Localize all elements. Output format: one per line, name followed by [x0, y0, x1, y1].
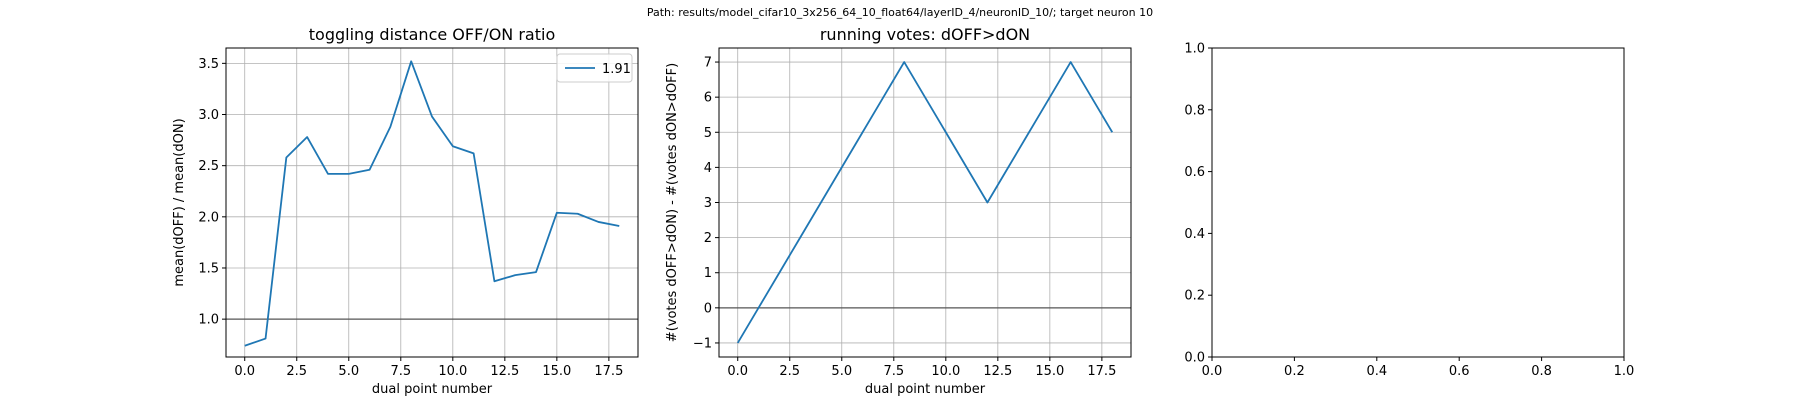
x-tick-label: 10.0: [931, 364, 960, 379]
chart-title: running votes: dOFF>dON: [820, 25, 1030, 44]
chart-panel-empty: 0.0 0.2 0.4 0.6 0.8 1.0 0.0 0.2 0.4 0.6 0.8 1.0: [1184, 42, 1634, 380]
x-tick-label: 7.5: [883, 364, 904, 379]
x-tick-label: 2.5: [779, 364, 800, 379]
x-tick-label: 5.0: [338, 364, 359, 379]
x-axis-label: dual point number: [372, 382, 493, 397]
x-tick-label: 7.5: [390, 364, 411, 379]
x-tick-label: 0.6: [1449, 364, 1470, 379]
y-axis-label: #(votes dOFF>dON) - #(votes dON>dOFF): [665, 63, 680, 342]
y-tick-label: 2.0: [198, 210, 219, 225]
y-tick-label: 5: [704, 126, 712, 141]
y-tick-label: 7: [704, 56, 712, 71]
y-tick-label: 1.0: [198, 313, 219, 328]
y-tick-label: 2: [704, 231, 712, 246]
y-tick-label: 0: [704, 301, 712, 316]
y-tick-label: 3: [704, 196, 712, 211]
x-tick-label: 15.0: [542, 364, 571, 379]
x-tick-label: 10.0: [438, 364, 467, 379]
y-tick-label: 1.5: [198, 261, 219, 276]
x-tick-label: 0.2: [1284, 364, 1305, 379]
y-tick-label: 4: [704, 161, 712, 176]
x-tick-label: 0.8: [1531, 364, 1552, 379]
y-tick-label: 0.6: [1184, 165, 1205, 180]
x-tick-label: 12.5: [490, 364, 519, 379]
x-axis-label: dual point number: [865, 382, 986, 397]
y-tick-label: 0.0: [1184, 351, 1205, 366]
chart-panel-toggling-ratio: 0.0 2.5 5.0 7.5 10.0 12.5 15.0 17.5 1.0 1.5 2.0 2.5…: [172, 25, 639, 397]
y-tick-label: 3.0: [198, 108, 219, 123]
y-tick-label: 0.4: [1184, 227, 1205, 242]
x-tick-label: 12.5: [983, 364, 1012, 379]
series-line: [736, 61, 1114, 344]
y-tick-label: 1.0: [1184, 42, 1205, 57]
legend: 1.91: [556, 53, 633, 83]
figure-supertitle: Path: results/model_cifar10_3x256_64_10_…: [646, 6, 1154, 19]
series-line: [244, 60, 620, 347]
chart-panel-running-votes: 0.0 2.5 5.0 7.5 10.0 12.5 15.0 17.5 −1 0 1 2 3 4 5 6 7 ru…: [665, 25, 1132, 397]
x-tick-label: 0.4: [1366, 364, 1387, 379]
x-tick-label: 0.0: [1202, 364, 1223, 379]
x-tick-label: 17.5: [1087, 364, 1116, 379]
x-tick-label: 15.0: [1035, 364, 1064, 379]
y-tick-label: 6: [704, 91, 712, 106]
y-tick-label: 3.5: [198, 57, 219, 72]
axes-frame: [1211, 47, 1625, 358]
y-tick-label: 0.2: [1184, 289, 1205, 304]
x-tick-label: 5.0: [831, 364, 852, 379]
x-tick-label: 1.0: [1614, 364, 1635, 379]
x-tick-label: 2.5: [286, 364, 307, 379]
chart-title: toggling distance OFF/ON ratio: [309, 25, 555, 44]
legend-label: 1.91: [602, 62, 631, 77]
axes-frame: [225, 47, 639, 358]
y-axis-label: mean(dOFF) / mean(dON): [172, 118, 187, 286]
y-tick-label: 0.8: [1184, 103, 1205, 118]
y-tick-label: 2.5: [198, 159, 219, 174]
x-tick-label: 17.5: [594, 364, 623, 379]
y-tick-label: 1: [704, 266, 712, 281]
y-tick-label: −1: [693, 336, 712, 351]
x-tick-label: 0.0: [234, 364, 255, 379]
x-tick-label: 0.0: [727, 364, 748, 379]
